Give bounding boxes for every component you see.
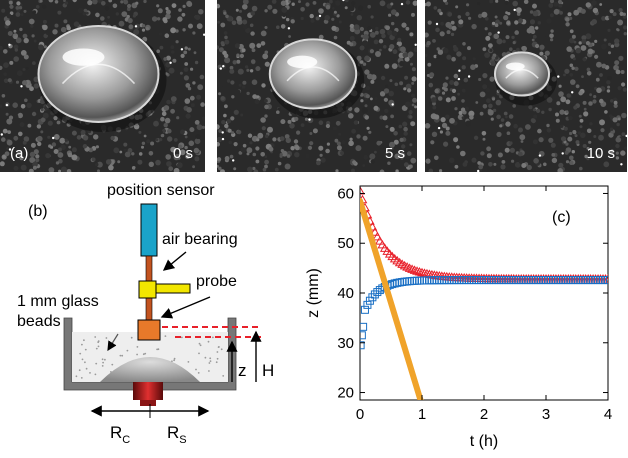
Rs-label: RS xyxy=(167,423,187,446)
data-point-series-0 xyxy=(399,260,410,270)
data-point-series-1 xyxy=(360,341,365,350)
beads-arrow xyxy=(107,333,119,352)
apparatus-diagram: (b) position sensor air bearing probe 1 … xyxy=(17,182,274,446)
data-point-series-1 xyxy=(368,293,377,302)
data-point-series-0 xyxy=(603,274,608,283)
data-point-series-0 xyxy=(409,265,420,274)
data-point-series-1 xyxy=(604,276,608,285)
photo-frame-10s: 10 s xyxy=(425,0,627,172)
frame-time-label: 5 s xyxy=(384,145,405,162)
x-tick-label: 2 xyxy=(480,406,488,423)
probe-label: probe xyxy=(196,273,237,290)
x-axis-label: t (h) xyxy=(470,433,498,450)
data-point-series-0 xyxy=(397,259,408,268)
beads-label-line1: 1 mm glass xyxy=(17,293,99,310)
y-tick-label: 50 xyxy=(337,235,354,252)
data-point-series-0 xyxy=(412,266,422,275)
H-label: H xyxy=(262,361,274,380)
data-point-series-0 xyxy=(402,262,412,271)
frame-time-label: 10 s xyxy=(586,145,615,162)
data-point-series-1 xyxy=(363,300,372,309)
heater-element xyxy=(133,382,163,400)
photo-frame-0s: (a) 0 s xyxy=(0,0,205,172)
x-tick-label: 0 xyxy=(356,406,364,423)
air-bearing-arm xyxy=(155,283,191,294)
bead-photo xyxy=(217,0,417,172)
panel-c-label: (c) xyxy=(552,209,571,226)
heated-dome xyxy=(100,357,200,382)
data-point-series-0 xyxy=(360,186,365,195)
panel-b-label: (b) xyxy=(28,203,48,220)
y-axis-label: z (mm) xyxy=(305,268,322,318)
height-vs-time-chart: 0 1 2 3 4 20 30 40 50 60 (c) t (h) z (mm) xyxy=(305,185,612,450)
data-point-series-0 xyxy=(404,263,415,272)
series-line-2 xyxy=(360,197,424,400)
air-bearing-label: air bearing xyxy=(162,231,238,248)
data-point-series-0 xyxy=(407,264,417,273)
y-tick-label: 60 xyxy=(337,185,354,202)
heater-base xyxy=(140,400,156,406)
probe-arrow xyxy=(160,296,211,319)
data-point-series-1 xyxy=(360,322,368,331)
y-tick-label: 40 xyxy=(337,285,354,302)
data-point-series-0 xyxy=(370,227,380,236)
bead-photo xyxy=(425,0,627,172)
photo-frame-5s: 5 s xyxy=(217,0,417,172)
beads-label-line2: beads xyxy=(17,313,61,330)
x-tick-label: 3 xyxy=(542,406,550,423)
air-bearing-arrow xyxy=(162,251,187,271)
y-tick-label: 20 xyxy=(337,385,354,402)
frame-time-label: 0 s xyxy=(172,145,193,162)
plot-area xyxy=(359,185,609,401)
air-bearing xyxy=(138,280,157,299)
probe-block xyxy=(137,319,161,341)
position-sensor-label: position sensor xyxy=(107,182,215,199)
data-point-series-0 xyxy=(417,267,427,277)
data-point-series-1 xyxy=(370,290,379,299)
data-point-series-1 xyxy=(360,331,366,340)
data-point-series-0 xyxy=(394,257,405,267)
data-point-series-0 xyxy=(419,268,430,277)
data-point-series-0 xyxy=(374,236,385,245)
data-point-series-0 xyxy=(372,231,383,241)
position-sensor xyxy=(140,203,158,257)
panel-a-label: (a) xyxy=(10,145,29,162)
z-label: z xyxy=(238,361,247,380)
bead-photo xyxy=(0,0,205,172)
data-point-series-1 xyxy=(360,305,369,314)
x-tick-label: 1 xyxy=(418,406,426,423)
data-point-series-0 xyxy=(414,267,425,276)
x-tick-label: 4 xyxy=(604,406,612,423)
y-tick-label: 30 xyxy=(337,335,354,352)
Rc-label: RC xyxy=(110,423,130,446)
